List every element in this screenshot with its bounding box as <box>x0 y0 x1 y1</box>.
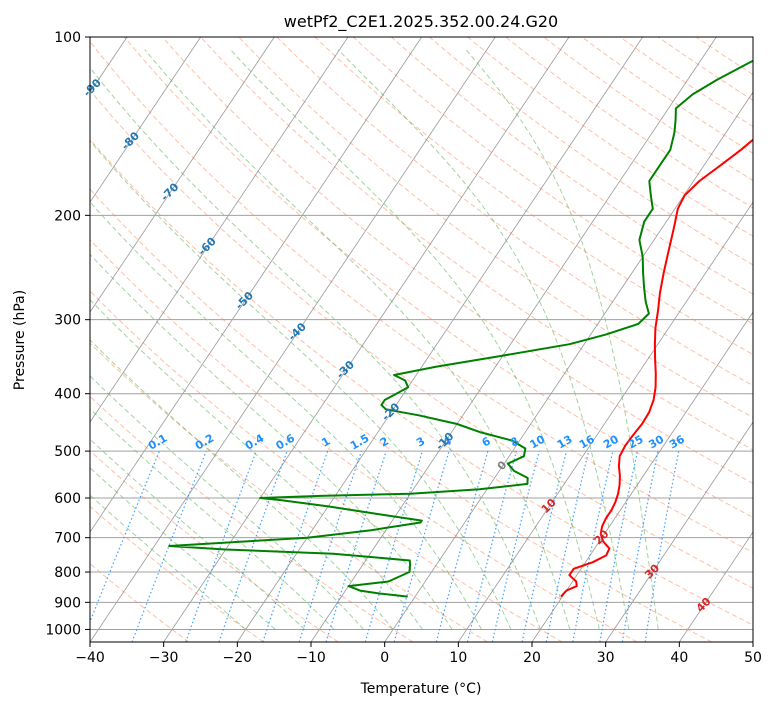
mixing-ratio-line <box>393 450 450 642</box>
x-tick-label: −40 <box>75 650 105 666</box>
mixing-ratio-line <box>298 450 363 642</box>
dry-adiabat-line <box>429 37 753 266</box>
isotherm-line <box>163 37 570 642</box>
dry-adiabat-line <box>390 37 753 295</box>
moist-adiabat-line <box>90 299 423 630</box>
mixing-ratio-line <box>325 450 387 642</box>
y-tick-label: 800 <box>54 565 81 581</box>
dry-adiabat-line <box>90 342 488 642</box>
x-tick-label: 50 <box>744 650 762 666</box>
isotherm-line <box>605 421 753 642</box>
moist-adiabat-line <box>144 49 571 630</box>
x-tick-label: 30 <box>597 650 615 666</box>
x-axis-label: Temperature (°C) <box>360 681 482 697</box>
mixing-ratio-line <box>491 450 540 642</box>
x-tick-label: 0 <box>380 650 389 666</box>
dry-adiabat-line <box>200 37 753 451</box>
isotherm-line <box>90 37 202 203</box>
y-tick-label: 600 <box>54 491 81 507</box>
dry-adiabat-line <box>90 89 753 589</box>
moist-adiabat-line <box>90 408 335 630</box>
isotherm-line <box>90 37 423 533</box>
y-axis-label: Pressure (hPa) <box>12 290 28 390</box>
isotherm-line <box>458 201 753 642</box>
y-tick-label: 400 <box>54 387 81 403</box>
dry-adiabat-line <box>90 238 638 642</box>
moist-adiabat-line <box>90 140 512 630</box>
y-tick-label: 200 <box>54 208 81 224</box>
chart-title: wetPf2_C2E1.2025.352.00.24.G20 <box>284 12 558 32</box>
moist-adiabat-line <box>90 66 541 630</box>
dry-adiabat-line <box>276 37 753 387</box>
mixing-ratio-line <box>621 450 659 642</box>
x-tick-label: −30 <box>149 650 179 666</box>
temperature-profile-line <box>560 138 753 598</box>
moist-adiabat-line <box>90 201 482 630</box>
y-tick-label: 1000 <box>45 622 81 638</box>
y-tick-label: 700 <box>54 531 81 547</box>
background-lines <box>90 37 753 642</box>
mixing-ratio-line <box>466 450 517 642</box>
dry-adiabat-line <box>543 37 753 182</box>
dry-adiabat-line <box>505 37 753 209</box>
moist-adiabat-line <box>90 467 276 630</box>
y-tick-label: 500 <box>54 444 81 460</box>
mixing-ratio-line <box>364 450 423 642</box>
plot-area <box>90 37 753 642</box>
moist-adiabat-line <box>90 375 364 630</box>
isotherm-line <box>90 37 496 642</box>
profiles <box>168 59 753 598</box>
mixing-ratio-line <box>644 450 680 642</box>
isotherm-line <box>310 37 717 642</box>
mixing-ratio-line <box>572 450 614 642</box>
x-tick-label: −10 <box>296 650 326 666</box>
dry-adiabat-line <box>238 37 753 419</box>
axes: −40 −30 −20 −10 0 10 20 30 40 50 100 200 300 400 500 60… <box>45 30 762 666</box>
y-tick-label: 100 <box>54 30 81 46</box>
moist-adiabat-line <box>337 49 630 630</box>
x-tick-label: 40 <box>670 650 688 666</box>
dry-adiabat-line <box>124 37 753 519</box>
moist-adiabat-line <box>90 253 453 630</box>
plot-frame <box>89 36 754 643</box>
isotherm-line <box>679 531 753 642</box>
mixing-ratio-line <box>521 450 568 642</box>
mixing-ratio-line <box>218 450 288 642</box>
isotherm-line <box>531 311 753 642</box>
dry-adiabat-line <box>352 37 753 325</box>
isotherm-line <box>90 37 275 313</box>
dry-adiabat-line <box>90 188 712 642</box>
dry-adiabat-line <box>90 290 563 642</box>
x-tick-label: 10 <box>449 650 467 666</box>
dry-adiabat-line <box>90 40 753 554</box>
dewpoint-profile-line <box>168 59 753 598</box>
moist-adiabat-line <box>90 339 394 630</box>
x-tick-label: 20 <box>523 650 541 666</box>
x-tick-label: −20 <box>223 650 253 666</box>
moist-adiabat-line <box>465 49 659 630</box>
mixing-ratio-line <box>599 450 639 642</box>
mixing-ratio-line <box>435 450 489 642</box>
mixing-ratio-line <box>185 450 257 642</box>
y-tick-label: 300 <box>54 313 81 329</box>
mixing-ratio-line <box>545 450 590 642</box>
dry-adiabat-line <box>314 37 753 356</box>
y-tick-label: 900 <box>54 595 81 611</box>
isotherm-line <box>90 37 349 423</box>
moist-adiabat-line <box>230 49 600 630</box>
mixing-ratio-line <box>262 450 329 642</box>
isotherm-line <box>237 37 644 642</box>
